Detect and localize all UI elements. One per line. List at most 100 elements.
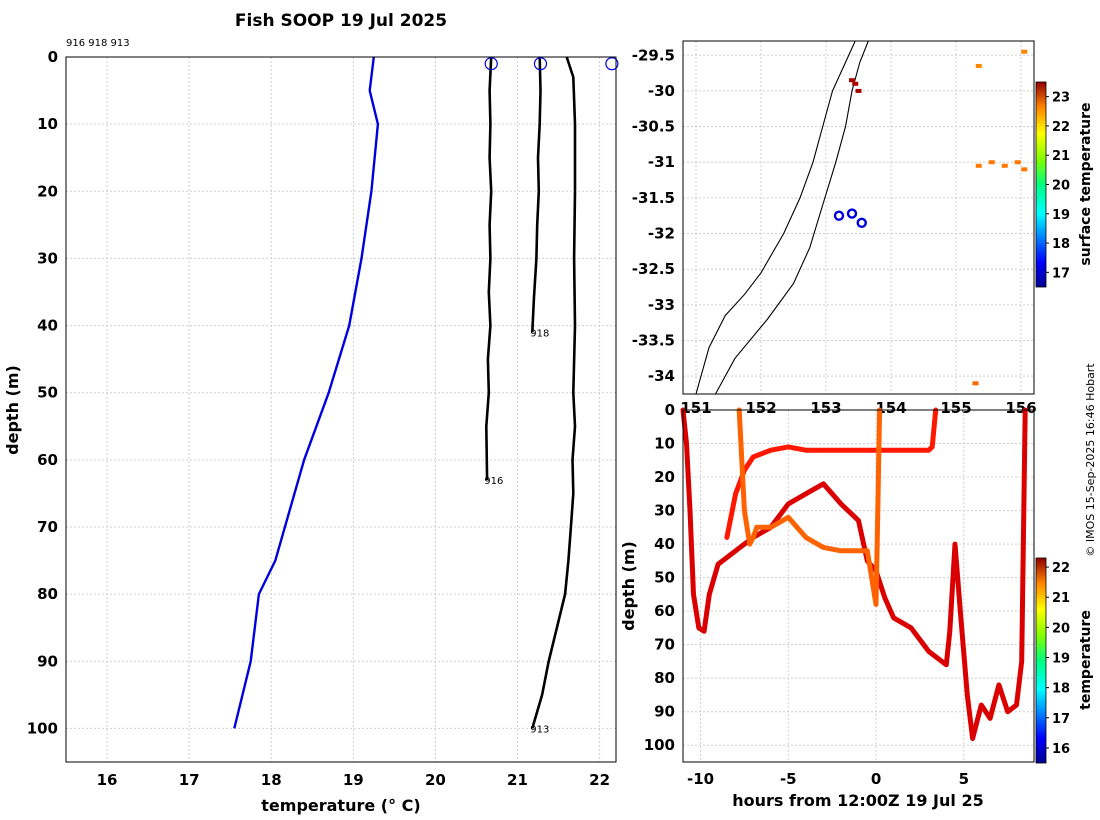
profile-series-line bbox=[233, 56, 380, 729]
profile-xtick-label: 16 bbox=[97, 771, 118, 789]
map-colorbar-tick-label: 20 bbox=[1052, 179, 1070, 194]
time-depth-colorbar-tick-label: 16 bbox=[1052, 742, 1070, 757]
map-ytick-label: -30.5 bbox=[632, 118, 675, 136]
profile-series-line bbox=[531, 56, 577, 729]
map-sst-cell bbox=[975, 63, 982, 68]
map-xtick-label: 156 bbox=[1005, 399, 1036, 417]
time-depth-colorbar-tick-label: 19 bbox=[1052, 651, 1070, 666]
map-ytick-label: -31 bbox=[648, 153, 675, 171]
profile-ytick-label: 40 bbox=[37, 317, 58, 335]
time-depth-xtick-label: -10 bbox=[687, 770, 714, 788]
map-ytick-label: -31.5 bbox=[632, 189, 675, 207]
map-ytick-label: -33.5 bbox=[632, 332, 675, 350]
profile-ytick-label: 10 bbox=[37, 115, 58, 133]
time-depth-colorbar-label: temperature bbox=[1078, 610, 1094, 710]
time-depth-series-trace bbox=[736, 407, 883, 607]
time-depth-ytick-label: 100 bbox=[644, 736, 675, 754]
time-depth-colorbar-tick-label: 20 bbox=[1052, 621, 1070, 636]
time-depth-colorbar-tick-label: 22 bbox=[1052, 561, 1070, 576]
time-depth-ytick-label: 0 bbox=[665, 401, 675, 419]
time-depth-ytick-label: 40 bbox=[654, 535, 675, 553]
time-depth-colorbar-tick-label: 21 bbox=[1052, 591, 1070, 606]
profile-cast-marker bbox=[484, 57, 498, 71]
profile-ytick-label: 100 bbox=[27, 719, 58, 737]
profile-xtick-label: 18 bbox=[261, 771, 282, 789]
profile-chart: 916 918 913 16 17 18 19 20 21 22 0 10 20 30 40 50 60 70 8… bbox=[3, 11, 619, 815]
time-depth-xtick-label: 0 bbox=[871, 770, 881, 788]
map-colorbar-label: surface temperature bbox=[1078, 102, 1094, 265]
map-ytick-label: -32.5 bbox=[632, 260, 675, 278]
map-coastline bbox=[695, 40, 864, 395]
map-ytick-label: -33 bbox=[648, 296, 675, 314]
profile-frame bbox=[65, 56, 617, 763]
profile-markers: 916 918 913 bbox=[484, 57, 619, 735]
map-sst-cell bbox=[1021, 49, 1028, 54]
map-xtick-label: 153 bbox=[810, 399, 841, 417]
profile-lines bbox=[233, 56, 577, 729]
time-depth-xlabel: hours from 12:00Z 19 Jul 25 bbox=[732, 791, 983, 810]
map-station-marker bbox=[856, 217, 867, 229]
time-depth-colorbar-tick-label: 18 bbox=[1052, 682, 1070, 697]
profile-ticks: 16 17 18 19 20 21 22 0 10 20 30 40 50 60 70 80 90 100 bbox=[27, 48, 610, 789]
map-colorbar-tick-label: 17 bbox=[1052, 266, 1070, 281]
map-xtick-label: 155 bbox=[940, 399, 971, 417]
map-colorbar-tick-label: 23 bbox=[1052, 91, 1070, 106]
map-ytick-label: -30 bbox=[648, 82, 675, 100]
profile-series-line bbox=[531, 56, 542, 333]
profile-ytick-label: 80 bbox=[37, 585, 58, 603]
time-depth-series-trace bbox=[680, 407, 1028, 741]
time-depth-ytick-label: 80 bbox=[654, 669, 675, 687]
map-xtick-label: 151 bbox=[680, 399, 711, 417]
time-depth-ytick-label: 60 bbox=[654, 602, 675, 620]
profile-series-line bbox=[484, 56, 493, 481]
profile-xlabel: temperature (° C) bbox=[261, 796, 420, 815]
map-geography bbox=[695, 40, 1028, 395]
profile-ytick-label: 0 bbox=[48, 48, 58, 66]
profile-end-label: 913 bbox=[530, 724, 549, 735]
time-depth-ytick-label: 20 bbox=[654, 468, 675, 486]
map-colorbar-tick-label: 22 bbox=[1052, 120, 1070, 135]
time-depth-ytick-label: 50 bbox=[654, 569, 675, 587]
credit-text: © IMOS 15-Sep-2025 16:46 Hobart bbox=[1084, 363, 1097, 557]
map-sst-cell bbox=[1014, 160, 1021, 165]
map-sst-cell bbox=[855, 88, 862, 93]
profile-xtick-label: 21 bbox=[507, 771, 528, 789]
profile-cast-marker bbox=[533, 57, 548, 71]
map-colorbar-tick-label: 21 bbox=[1052, 149, 1070, 164]
profile-end-label: 918 bbox=[530, 328, 549, 339]
profile-ytick-label: 30 bbox=[37, 249, 58, 267]
time-depth-series-trace bbox=[724, 407, 939, 540]
profile-ytick-label: 50 bbox=[37, 384, 58, 402]
profile-ylabel: depth (m) bbox=[3, 365, 22, 455]
map-colorbar-ticks: 17 18 19 20 21 22 23 bbox=[1046, 91, 1070, 281]
profile-ytick-label: 20 bbox=[37, 182, 58, 200]
time-depth-points bbox=[680, 407, 1028, 741]
map-station-marker bbox=[846, 208, 858, 219]
map-grid bbox=[683, 41, 1034, 394]
map-colorbar bbox=[1035, 81, 1047, 288]
time-depth-ytick-label: 30 bbox=[654, 502, 675, 520]
map-ytick-label: -29.5 bbox=[632, 46, 675, 64]
profile-xtick-label: 22 bbox=[589, 771, 610, 789]
time-depth-ytick-label: 90 bbox=[654, 703, 675, 721]
time-depth-frame bbox=[682, 409, 1035, 763]
map-sst-cell bbox=[1001, 163, 1008, 168]
time-depth-xtick-label: 5 bbox=[959, 770, 969, 788]
time-depth-ytick-label: 10 bbox=[654, 435, 675, 453]
map-ytick-label: -32 bbox=[648, 225, 675, 243]
profile-ytick-label: 60 bbox=[37, 451, 58, 469]
profile-cast-marker bbox=[605, 57, 619, 71]
map-colorbar-tick-label: 19 bbox=[1052, 208, 1070, 223]
map-xtick-label: 152 bbox=[745, 399, 776, 417]
map-colorbar-tick-label: 18 bbox=[1052, 237, 1070, 252]
map-sst-cell bbox=[975, 163, 982, 168]
map-sst-cell bbox=[852, 81, 859, 86]
map-sst-cell bbox=[1021, 167, 1028, 172]
time-depth-colorbar bbox=[1035, 557, 1047, 764]
time-depth-ylabel: depth (m) bbox=[619, 541, 638, 631]
profile-header-ids: 916 918 913 bbox=[66, 38, 130, 49]
time-depth-colorbar-tick-label: 17 bbox=[1052, 712, 1070, 727]
